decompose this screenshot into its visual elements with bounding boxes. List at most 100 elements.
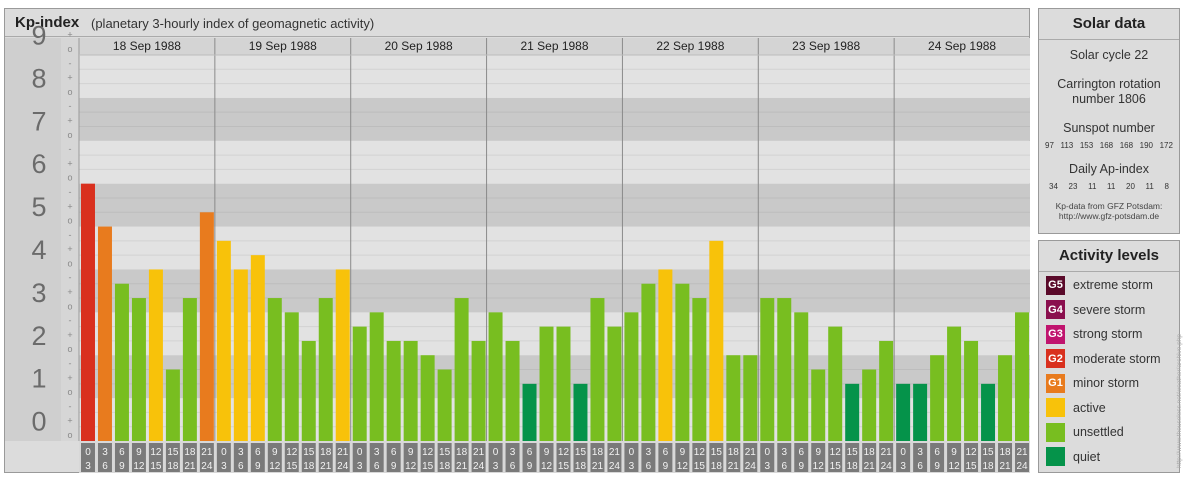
sunspot-value: 172 bbox=[1159, 141, 1173, 150]
hour-label-start: 9 bbox=[272, 447, 278, 458]
hour-cell bbox=[250, 443, 265, 472]
hour-label-start: 15 bbox=[167, 447, 179, 458]
minor-tick-label: o bbox=[67, 216, 72, 226]
minor-tick-label: + bbox=[67, 416, 72, 426]
chart-subtitle: (planetary 3-hourly index of geomagnetic… bbox=[91, 16, 375, 31]
minor-tick-label: - bbox=[69, 230, 72, 240]
hour-label-start: 18 bbox=[728, 447, 740, 458]
grid-band bbox=[79, 140, 1030, 184]
hour-label-end: 9 bbox=[119, 461, 125, 472]
activity-level-swatch bbox=[1046, 422, 1065, 442]
hour-label-end: 12 bbox=[269, 461, 281, 472]
kp-bar bbox=[471, 340, 486, 441]
hour-cell bbox=[488, 443, 503, 472]
sunspot-value: 113 bbox=[1060, 141, 1074, 150]
watermark-text: http://www.theuseless.net/weather/archiv… bbox=[1176, 334, 1183, 468]
kp-bar bbox=[148, 269, 163, 441]
activity-level-label: quiet bbox=[1073, 449, 1101, 464]
kp-bar bbox=[862, 369, 877, 441]
y-tick-label: 5 bbox=[31, 192, 46, 222]
kp-bar bbox=[981, 383, 996, 441]
hour-label-start: 12 bbox=[966, 447, 978, 458]
hour-label-start: 6 bbox=[798, 447, 804, 458]
minor-tick-label: o bbox=[67, 44, 72, 54]
hour-cell bbox=[199, 443, 214, 472]
day-label: 22 Sep 1988 bbox=[656, 39, 724, 53]
day-label: 23 Sep 1988 bbox=[792, 39, 860, 53]
hour-label-end: 12 bbox=[405, 461, 417, 472]
hour-label-start: 6 bbox=[663, 447, 669, 458]
kp-bar bbox=[386, 340, 401, 441]
hour-label-start: 6 bbox=[255, 447, 261, 458]
hour-label-start: 12 bbox=[558, 447, 570, 458]
hour-label-end: 21 bbox=[320, 461, 332, 472]
kp-bar bbox=[556, 326, 571, 441]
hour-cell bbox=[607, 443, 622, 472]
hour-label-start: 21 bbox=[609, 447, 621, 458]
hour-label-end: 21 bbox=[728, 461, 740, 472]
kp-chart-panel: Kp-index (planetary 3-hourly index of ge… bbox=[4, 8, 1030, 473]
source-link[interactable]: http://www.gfz-potsdam.de bbox=[1058, 211, 1160, 221]
kp-bar bbox=[267, 298, 282, 441]
hour-cell bbox=[879, 443, 894, 472]
hour-label-end: 9 bbox=[663, 461, 669, 472]
sunspot-title: Sunspot number bbox=[1063, 121, 1155, 135]
kp-bar bbox=[539, 326, 554, 441]
y-tick-label: 6 bbox=[31, 149, 46, 179]
kp-bar bbox=[250, 255, 265, 441]
hour-label-start: 15 bbox=[575, 447, 587, 458]
kp-bar bbox=[97, 226, 112, 441]
hour-cell bbox=[930, 443, 945, 472]
hour-label-end: 3 bbox=[629, 461, 635, 472]
sunspot-value: 190 bbox=[1139, 141, 1153, 150]
kp-bar bbox=[81, 183, 95, 441]
hour-cell bbox=[709, 443, 724, 472]
kp-bar bbox=[352, 326, 367, 441]
date-header-row bbox=[79, 38, 1030, 55]
hour-label-end: 3 bbox=[493, 461, 499, 472]
hour-label-start: 3 bbox=[238, 447, 244, 458]
kp-bar bbox=[131, 298, 146, 441]
ap-value: 8 bbox=[1164, 182, 1169, 191]
hour-label-start: 0 bbox=[629, 447, 635, 458]
kp-bar bbox=[896, 383, 911, 441]
hour-cell bbox=[505, 443, 520, 472]
activity-level-minor-storm: G1 minor storm bbox=[1046, 373, 1139, 393]
activity-level-swatch: G4 bbox=[1046, 300, 1065, 319]
kp-bar bbox=[335, 269, 350, 441]
kp-bar bbox=[454, 298, 469, 441]
kp-bar bbox=[403, 340, 418, 441]
kp-bar bbox=[284, 312, 299, 441]
activity-level-label: minor storm bbox=[1073, 376, 1139, 390]
minor-tick-label: o bbox=[67, 344, 72, 354]
hour-label-end: 15 bbox=[830, 461, 842, 472]
chart-title: Kp-index bbox=[15, 14, 80, 31]
hour-label-start: 6 bbox=[527, 447, 533, 458]
minor-tick-label: + bbox=[67, 244, 72, 254]
hour-label-end: 3 bbox=[764, 461, 770, 472]
hour-label-start: 18 bbox=[184, 447, 196, 458]
y-tick-label: 9 bbox=[31, 21, 46, 51]
hour-cell bbox=[556, 443, 571, 472]
hour-label-start: 18 bbox=[320, 447, 332, 458]
hour-cell bbox=[403, 443, 418, 472]
activity-level-label: strong storm bbox=[1073, 327, 1143, 341]
hour-cell bbox=[675, 443, 690, 472]
kp-bar bbox=[845, 383, 860, 441]
hour-cell bbox=[131, 443, 146, 472]
hour-cell bbox=[964, 443, 979, 472]
hour-cell bbox=[301, 443, 316, 472]
kp-bar bbox=[318, 298, 333, 441]
kp-bar bbox=[369, 312, 384, 441]
hour-cell bbox=[828, 443, 843, 472]
minor-tick-label: - bbox=[69, 144, 72, 154]
ap-values: 34 23 11 11 20 11 8 bbox=[1039, 182, 1179, 191]
hour-cell bbox=[590, 443, 605, 472]
kp-bar bbox=[505, 340, 520, 441]
kp-chart: 0 o + - 1 o + - 2 o + - 3 o + - 4 o + - 5 o + - 6 o + - 7 o + - 8 o + - 9 o + -… bbox=[5, 15, 1030, 473]
hour-cell bbox=[981, 443, 996, 472]
solar-data-title: Solar data bbox=[1039, 9, 1179, 40]
minor-tick-label: - bbox=[69, 187, 72, 197]
hour-label-start: 21 bbox=[881, 447, 893, 458]
hour-label-start: 15 bbox=[303, 447, 315, 458]
